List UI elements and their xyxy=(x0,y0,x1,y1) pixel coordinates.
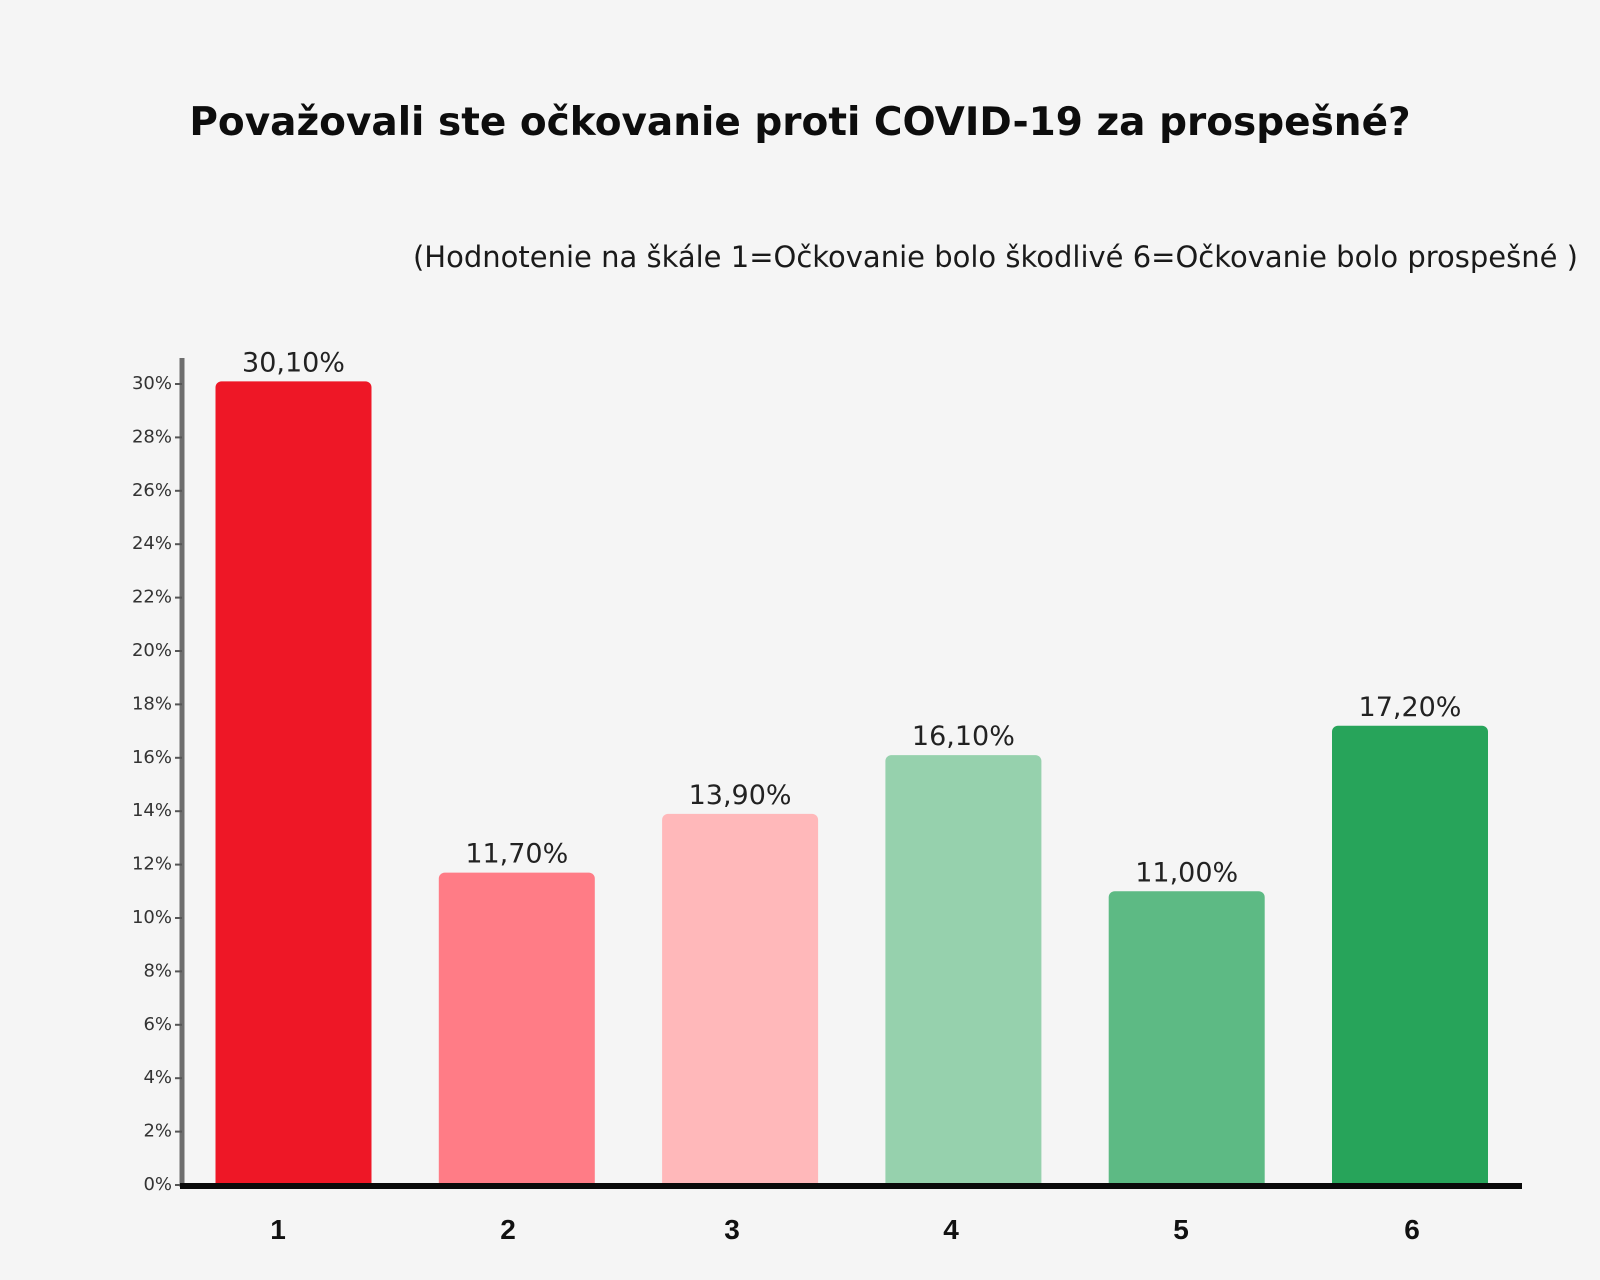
y-tick-label: 30% xyxy=(132,373,172,394)
y-axis: 0% 2% 4% 6% 8% 10% 12% 14% 16% 18% 20% 22% 24% 26% 28%… xyxy=(132,358,185,1195)
data-label-6: 17,20% xyxy=(1359,692,1462,723)
data-label-2: 11,70% xyxy=(465,839,568,870)
x-category-label: 3 xyxy=(724,1214,740,1245)
x-axis: 1 2 3 4 5 6 xyxy=(180,1183,1522,1245)
y-tick-label: 10% xyxy=(132,907,172,928)
y-tick-label: 8% xyxy=(143,960,172,981)
bar-6 xyxy=(1332,725,1488,1189)
x-category-label: 1 xyxy=(270,1214,286,1245)
x-category-label: 5 xyxy=(1173,1214,1189,1245)
y-tick-label: 28% xyxy=(132,426,172,447)
y-tick-label: 0% xyxy=(143,1174,172,1195)
bars: 30,10% 11,70% 13,90% 16,10% 11,00% 17,20% xyxy=(215,347,1488,1190)
data-label-1: 30,10% xyxy=(242,347,345,378)
y-tick-label: 14% xyxy=(132,800,172,821)
chart-title: Považovali ste očkovanie proti COVID-19 … xyxy=(189,100,1411,145)
y-tick-label: 4% xyxy=(143,1067,172,1088)
x-category-label: 2 xyxy=(500,1214,516,1245)
bar-3 xyxy=(662,813,819,1189)
y-tick-label: 2% xyxy=(143,1121,172,1142)
y-tick-label: 20% xyxy=(132,640,172,661)
data-label-4: 16,10% xyxy=(912,721,1015,752)
bar-4 xyxy=(885,755,1042,1189)
y-tick-label: 6% xyxy=(143,1014,172,1035)
bar-2 xyxy=(438,872,595,1189)
bar-1 xyxy=(215,381,372,1190)
y-tick-label: 24% xyxy=(132,533,172,554)
y-tick-label: 26% xyxy=(132,480,172,501)
x-category-label: 6 xyxy=(1404,1214,1420,1245)
data-label-3: 13,90% xyxy=(689,780,792,811)
y-tick-label: 16% xyxy=(132,747,172,768)
data-label-5: 11,00% xyxy=(1135,857,1238,888)
y-tick-label: 18% xyxy=(132,693,172,714)
x-category-label: 4 xyxy=(943,1214,959,1245)
chart-subtitle: (Hodnotenie na škále 1=Očkovanie bolo šk… xyxy=(412,240,1578,274)
y-tick-label: 12% xyxy=(132,854,172,875)
y-tick-label: 22% xyxy=(132,587,172,608)
bar-5 xyxy=(1108,891,1265,1189)
